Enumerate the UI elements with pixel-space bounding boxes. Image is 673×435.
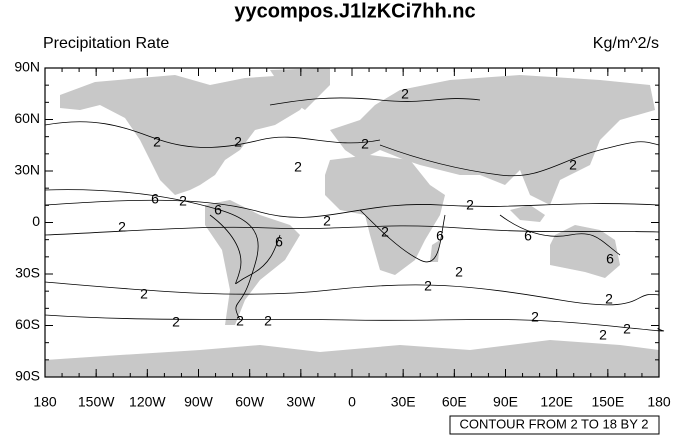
contour-label: 2 [118, 219, 126, 235]
contour-label: 6 [524, 228, 532, 244]
contour-label: 2 [401, 86, 409, 102]
contour-label: 2 [236, 313, 244, 329]
contour-label: 2 [179, 193, 187, 209]
x-tick-label: 30E [391, 394, 416, 410]
x-tick-label: 150W [78, 394, 115, 410]
contour-label: 2 [381, 224, 389, 240]
contour-label: 2 [531, 309, 539, 325]
contours [44, 97, 665, 332]
contour-label: 6 [214, 202, 222, 218]
contour-label: 6 [151, 191, 159, 207]
x-tick-label: 120W [129, 394, 166, 410]
x-tick-label: 180 [647, 394, 671, 410]
contour-label: 2 [294, 159, 302, 175]
contour-label: 2 [605, 291, 613, 307]
x-tick-label: 60E [442, 394, 467, 410]
y-tick-label: 60S [15, 316, 40, 332]
y-tick-label: 90S [15, 368, 40, 384]
y-tick-label: 30N [14, 162, 40, 178]
info-box [449, 415, 660, 435]
x-tick-label: 120E [540, 394, 573, 410]
contour-label: 2 [599, 327, 607, 343]
contour-label: 6 [436, 228, 444, 244]
land [45, 68, 659, 377]
y-tick-label: 90N [14, 59, 40, 75]
contour-label: 2 [323, 213, 331, 229]
contour-label: 2 [172, 314, 180, 330]
right-label: Kg/m^2/s [593, 35, 659, 52]
contour-label: 2 [424, 278, 432, 294]
contour-label: 2 [569, 157, 577, 173]
y-tick-label: 60N [14, 110, 40, 126]
x-tick-label: 150E [591, 394, 624, 410]
left-label: Precipitation Rate [43, 35, 169, 52]
contour-label: 2 [140, 286, 148, 302]
contour-label: 2 [153, 134, 161, 150]
info-label: CONTOUR FROM 2 TO 18 BY 2 [459, 416, 648, 431]
contour-label: 2 [361, 136, 369, 152]
y-tick-label: 0 [32, 213, 40, 229]
chart-title: yycompos.J1lzKCi7hh.nc [234, 0, 475, 22]
x-tick-label: 60W [235, 394, 265, 410]
contour-label: 6 [275, 234, 283, 250]
contour-label: 2 [264, 313, 272, 329]
contour-label: 6 [606, 251, 614, 267]
contour-label: 2 [234, 134, 242, 150]
contour-label: 2 [455, 264, 463, 280]
x-tick-label: 30W [286, 394, 316, 410]
x-tick-label: 0 [348, 394, 356, 410]
x-tick-label: 90E [493, 394, 518, 410]
contour-label: 2 [466, 197, 474, 213]
y-tick-label: 30S [15, 265, 40, 281]
x-tick-label: 90W [184, 394, 214, 410]
x-tick-label: 180 [33, 394, 57, 410]
contour-label: 2 [623, 321, 631, 337]
